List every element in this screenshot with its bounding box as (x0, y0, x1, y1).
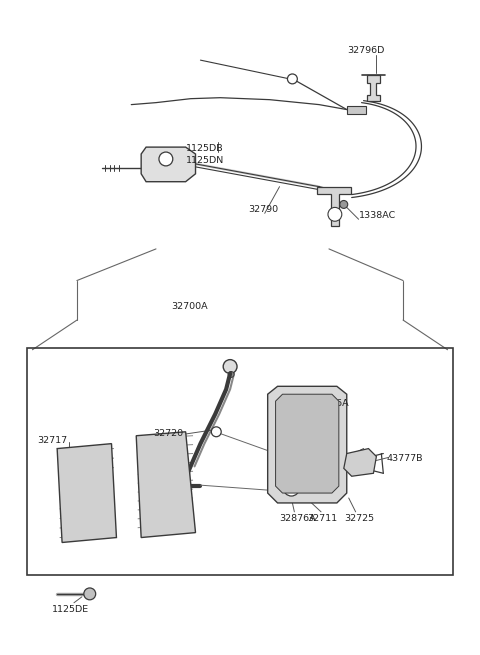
Text: 32720: 32720 (153, 429, 183, 438)
Polygon shape (367, 75, 380, 101)
Text: 32876A: 32876A (312, 399, 349, 408)
Text: 1338AC: 1338AC (359, 212, 396, 220)
Polygon shape (136, 432, 195, 538)
Circle shape (84, 588, 96, 600)
Circle shape (223, 360, 237, 373)
Text: 32876A: 32876A (279, 514, 316, 523)
Circle shape (159, 152, 173, 166)
Polygon shape (317, 187, 351, 226)
Circle shape (284, 480, 300, 496)
Circle shape (328, 208, 342, 221)
Circle shape (340, 200, 348, 208)
Circle shape (211, 427, 221, 437)
Text: 1125DE: 1125DE (52, 605, 89, 614)
Polygon shape (57, 443, 117, 542)
Text: 32711: 32711 (307, 514, 337, 523)
Text: 32725: 32725 (344, 514, 374, 523)
Circle shape (292, 439, 316, 462)
Polygon shape (344, 449, 376, 476)
Polygon shape (268, 386, 347, 503)
Circle shape (290, 400, 298, 408)
Bar (27, 348, 453, 575)
Text: 32796D: 32796D (347, 47, 384, 55)
Circle shape (288, 484, 295, 492)
Circle shape (287, 396, 302, 412)
Text: 43777B: 43777B (386, 453, 423, 462)
Polygon shape (141, 147, 195, 181)
Polygon shape (347, 105, 366, 113)
Text: 1125DN: 1125DN (186, 156, 224, 165)
Text: 32700A: 32700A (171, 303, 207, 311)
Circle shape (228, 371, 234, 377)
Circle shape (288, 74, 297, 84)
Text: 32790: 32790 (248, 206, 278, 214)
Text: 1125DB: 1125DB (186, 144, 223, 153)
Text: 32717: 32717 (37, 436, 68, 445)
Circle shape (298, 445, 310, 457)
Polygon shape (276, 394, 339, 493)
